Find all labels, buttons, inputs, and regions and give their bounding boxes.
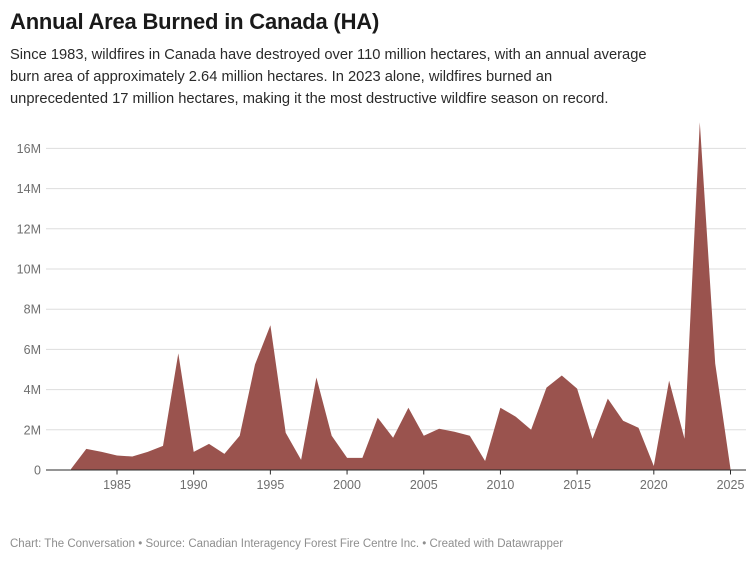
x-tick-label: 2005 <box>410 478 438 492</box>
x-tick-label: 2000 <box>333 478 361 492</box>
x-tick-label: 1985 <box>103 478 131 492</box>
x-tick-label: 1995 <box>256 478 284 492</box>
chart-title: Annual Area Burned in Canada (HA) <box>10 9 380 34</box>
description-line-1: Since 1983, wildfires in Canada have des… <box>10 47 647 63</box>
y-tick-label: 4M <box>24 383 41 397</box>
description-line-2: burn area of approximately 2.64 million … <box>10 69 553 85</box>
y-tick-label: 0 <box>34 464 41 478</box>
description-line-3: unprecedented 17 million hectares, makin… <box>10 91 609 107</box>
y-tick-label: 2M <box>24 423 41 437</box>
x-tick-label: 2025 <box>717 478 745 492</box>
y-tick-label: 14M <box>17 182 41 196</box>
x-tick-label: 2020 <box>640 478 668 492</box>
y-tick-label: 16M <box>17 142 41 156</box>
chart-footer: Chart: The Conversation • Source: Canadi… <box>10 538 564 550</box>
area-series <box>71 122 731 471</box>
y-tick-label: 12M <box>17 222 41 236</box>
chart-header: Annual Area Burned in Canada (HA) Since … <box>0 0 754 110</box>
area-chart: 0 2M 4M 6M 8M 10M 12M 14M 16M 1985 1990 1995 2000 200… <box>17 122 746 492</box>
y-tick-label: 8M <box>24 303 41 317</box>
y-tick-label: 6M <box>24 343 41 357</box>
x-tick-label: 1990 <box>180 478 208 492</box>
x-tick-label: 2015 <box>563 478 591 492</box>
y-tick-label: 10M <box>17 263 41 277</box>
chart-description: Since 1983, wildfires in Canada have des… <box>10 44 744 110</box>
x-tick-label: 2010 <box>487 478 515 492</box>
